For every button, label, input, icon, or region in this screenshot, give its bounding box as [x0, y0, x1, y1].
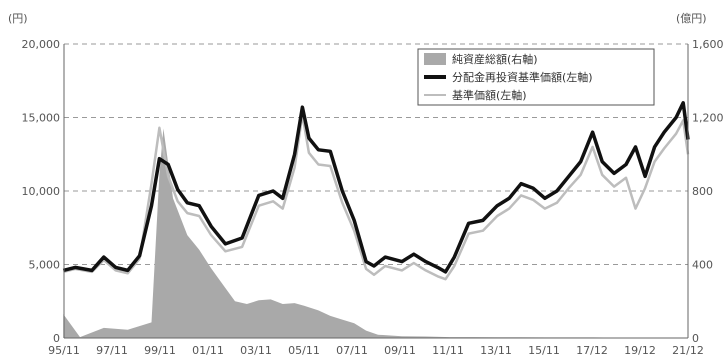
right-tick-label: 400: [692, 259, 713, 272]
right-axis-ticks: 0 400 800 1,200 1,600: [692, 38, 724, 345]
series-line-reinvested: [62, 101, 690, 274]
legend: 純資産総額(右軸) 分配金再投資基準価額(左軸) 基準価額(左軸): [417, 48, 655, 106]
legend-box: [417, 48, 655, 106]
left-tick-label: 5,000: [29, 259, 61, 272]
right-tick-label: 1,200: [692, 112, 724, 125]
x-tick-label: 05/11: [288, 344, 320, 357]
right-axis-unit: (億円): [676, 12, 707, 25]
x-tick-label: 15/11: [528, 344, 560, 357]
legend-label-reinvested: 分配金再投資基準価額(左軸): [452, 70, 593, 84]
x-tick-label: 19/12: [624, 344, 656, 357]
left-axis-unit: (円): [8, 12, 28, 25]
left-tick-label: 20,000: [22, 38, 61, 51]
legend-label-base-price: 基準価額(左軸): [452, 88, 527, 102]
x-tick-label: 01/11: [192, 344, 224, 357]
left-axis-ticks: 0 5,000 10,000 15,000 20,000: [22, 38, 61, 345]
axes: [63, 44, 689, 339]
price-lines: [62, 101, 690, 281]
legend-label-net-assets: 純資産総額(右軸): [452, 52, 538, 66]
x-tick-label: 03/11: [240, 344, 272, 357]
right-tick-label: 800: [692, 185, 713, 198]
x-tick-label: 99/11: [144, 344, 176, 357]
left-tick-label: 10,000: [22, 185, 61, 198]
right-tick-label: 1,600: [692, 38, 724, 51]
x-tick-label: 17/12: [576, 344, 608, 357]
left-tick-label: 0: [53, 332, 60, 345]
legend-swatch-net-assets: [424, 53, 446, 65]
x-tick-label: 21/12: [672, 344, 704, 357]
left-tick-label: 15,000: [22, 112, 61, 125]
x-tick-label: 13/11: [480, 344, 512, 357]
x-tick-label: 95/11: [48, 344, 80, 357]
right-tick-label: 0: [692, 332, 699, 345]
x-tick-label: 09/11: [384, 344, 416, 357]
x-tick-label: 07/11: [336, 344, 368, 357]
x-tick-label: 97/11: [96, 344, 128, 357]
series-area-net-assets: [63, 128, 689, 338]
x-tick-label: 11/11: [432, 344, 464, 357]
x-axis-ticks: 95/11 97/11 99/11 01/11 03/11 05/11 07/11 09/11…: [48, 344, 704, 357]
net-assets-area: [63, 128, 689, 338]
series-line-base-price: [62, 113, 690, 281]
